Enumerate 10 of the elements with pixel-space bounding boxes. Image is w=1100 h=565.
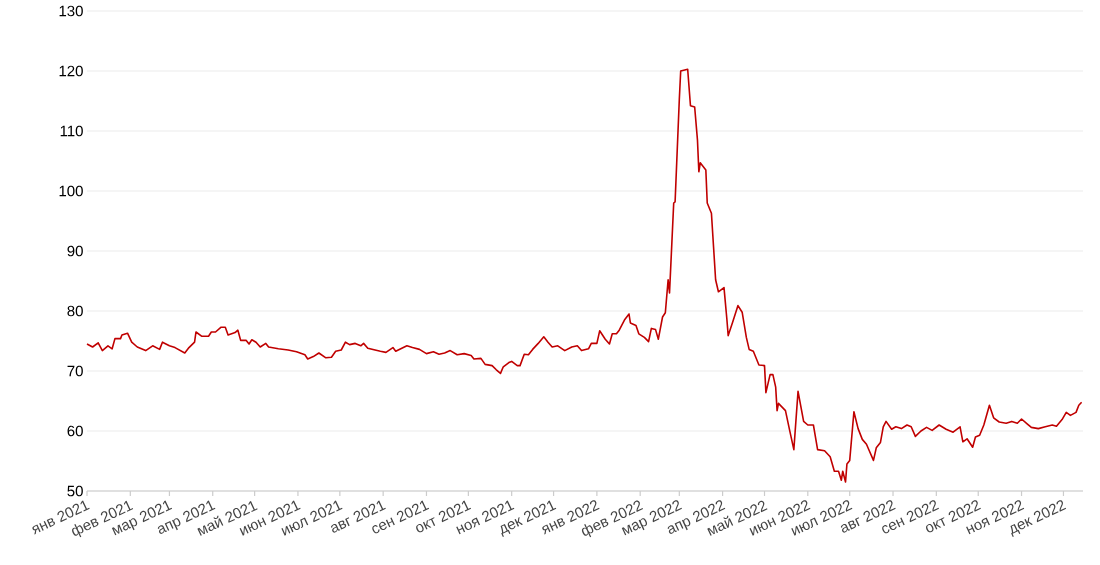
y-tick-label: 60: [67, 425, 83, 437]
y-tick-label: 120: [59, 65, 83, 77]
y-tick-label: 100: [59, 185, 83, 197]
line-series: [86, 68, 1083, 483]
y-tick-label: 130: [59, 5, 83, 17]
y-tick-label: 50: [67, 485, 83, 497]
y-tick-label: 70: [67, 365, 83, 377]
y-tick-label: 80: [67, 305, 83, 317]
y-tick-label: 110: [60, 125, 83, 137]
y-tick-label: 90: [67, 245, 83, 257]
